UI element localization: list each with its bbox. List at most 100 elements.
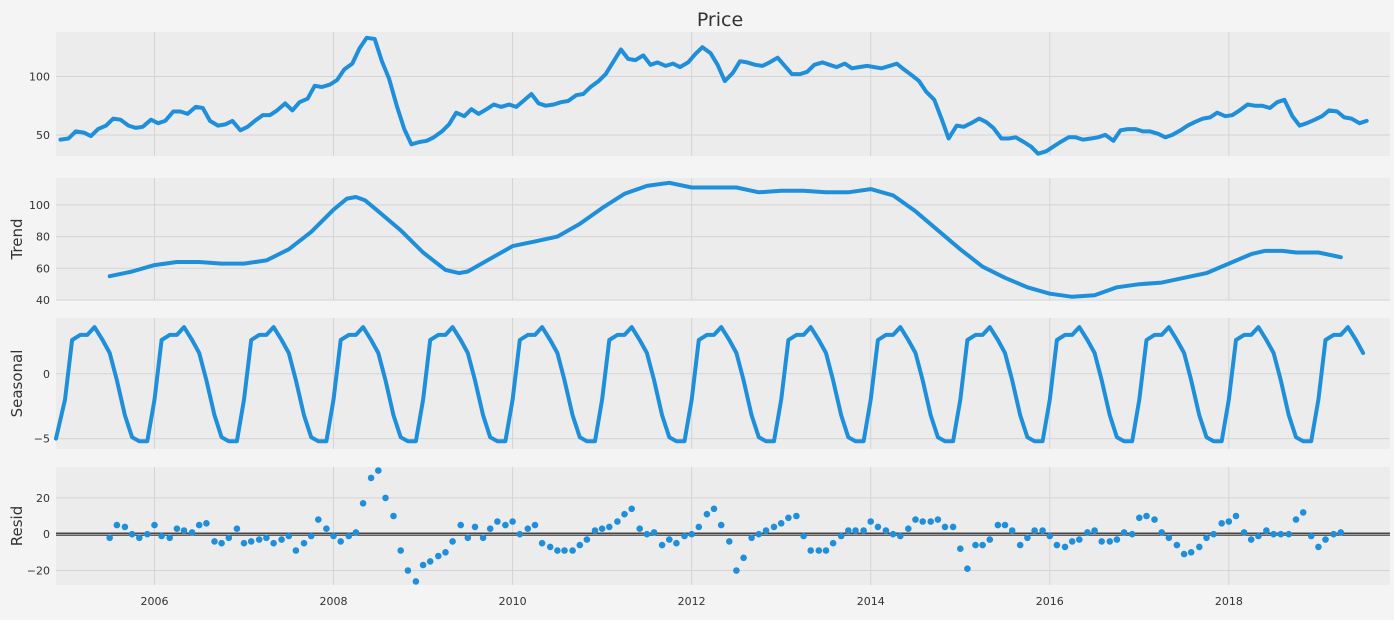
trend-y-axis-label: Trend [8, 218, 26, 260]
resid-point [151, 521, 158, 529]
resid-point [777, 520, 785, 527]
resid-point [1001, 521, 1009, 529]
resid-point [1187, 549, 1195, 556]
resid-point [703, 510, 711, 518]
resid-point [1330, 530, 1337, 538]
resid-point [889, 530, 897, 538]
resid-point [106, 534, 113, 542]
resid-point [957, 545, 964, 552]
resid-point [195, 521, 203, 529]
trend-y-tick-label: 60 [36, 262, 50, 275]
resid-point [979, 541, 986, 549]
resid-point [486, 525, 494, 532]
resid-point [1024, 534, 1031, 542]
resid-point [1113, 536, 1121, 543]
resid-point [375, 467, 382, 474]
resid-point [650, 529, 658, 536]
resid-point [397, 547, 405, 554]
resid-point [1277, 530, 1285, 538]
resid-point [188, 529, 196, 536]
resid-point [144, 530, 151, 538]
resid-point [158, 532, 165, 540]
resid-point [681, 532, 688, 540]
resid-point [471, 523, 479, 531]
resid-point [1158, 529, 1165, 536]
resid-point [166, 534, 173, 542]
resid-point [449, 538, 456, 545]
resid-point [1151, 516, 1158, 523]
resid-point [822, 547, 830, 554]
chart-title: Price [697, 9, 743, 31]
resid-point [1255, 532, 1262, 540]
resid-point [688, 530, 695, 538]
resid-point [546, 543, 554, 551]
resid-point [793, 512, 800, 520]
resid-point [367, 474, 375, 482]
resid-point [1203, 534, 1210, 542]
trend-y-tick-label: 80 [36, 231, 50, 244]
resid-point [1128, 530, 1136, 538]
resid-point [837, 532, 845, 540]
resid-point [494, 518, 501, 525]
resid-point [785, 514, 792, 522]
resid-point [800, 532, 807, 540]
resid-point [941, 523, 949, 531]
resid-y-axis-label: Resid [8, 506, 26, 546]
resid-point [121, 523, 129, 531]
resid-point [292, 547, 300, 554]
resid-point [852, 527, 859, 534]
resid-point [1322, 536, 1329, 543]
resid-point [986, 536, 994, 543]
observed-y-tick-label: 100 [29, 70, 50, 83]
trend-y-tick-label: 40 [36, 294, 50, 307]
resid-point [1292, 516, 1300, 523]
resid-point [502, 521, 509, 529]
trend-y-tick-label: 100 [29, 199, 50, 212]
resid-point [733, 567, 740, 574]
resid-point [173, 525, 181, 532]
resid-point [1315, 543, 1322, 551]
resid-point [1337, 529, 1345, 536]
resid-point [270, 539, 277, 547]
resid-point [457, 521, 465, 529]
resid-point [1008, 527, 1016, 534]
resid-y-tick-label: 20 [36, 492, 50, 505]
resid-point [240, 539, 248, 547]
resid-point [755, 530, 763, 538]
resid-point [352, 529, 360, 536]
resid-point [1039, 527, 1046, 534]
resid-point [300, 539, 308, 547]
resid-point [628, 505, 635, 513]
resid-point [390, 512, 397, 520]
resid-point [621, 510, 628, 518]
resid-point [1016, 541, 1024, 549]
x-tick-label: 2006 [140, 595, 168, 608]
resid-point [710, 505, 718, 513]
observed-y-tick-label: 50 [36, 129, 50, 142]
resid-point [860, 527, 867, 534]
resid-point [815, 547, 823, 554]
resid-point [323, 525, 330, 532]
resid-point [919, 518, 926, 525]
resid-point [1068, 538, 1076, 545]
resid-point [1165, 534, 1173, 542]
resid-point [882, 527, 890, 534]
seasonal-y-tick-label: −5 [34, 433, 50, 446]
resid-point [912, 516, 919, 523]
resid-point [538, 539, 546, 547]
resid-point [307, 532, 315, 540]
resid-point [874, 523, 882, 531]
seasonal-y-axis-label: Seasonal [8, 350, 26, 418]
resid-point [740, 554, 747, 562]
x-tick-label: 2008 [320, 595, 348, 608]
trend-panel-background [56, 178, 1390, 300]
resid-point [1299, 509, 1307, 516]
resid-point [263, 534, 270, 542]
resid-point [770, 523, 778, 531]
resid-point [419, 561, 427, 569]
seasonal-series-line [54, 325, 1366, 444]
resid-point [717, 521, 725, 529]
x-tick-label: 2014 [857, 595, 885, 608]
resid-point [464, 534, 472, 542]
